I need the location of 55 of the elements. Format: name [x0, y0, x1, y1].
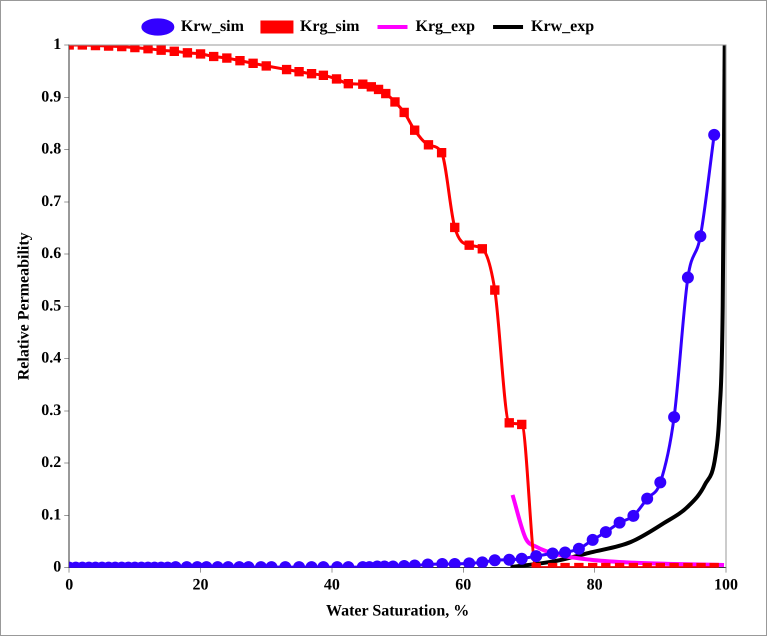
- y-tick-label: 0.4: [41, 350, 62, 367]
- x-axis-title: Water Saturation, %: [326, 602, 470, 620]
- legend-label: Krw_exp: [531, 18, 594, 36]
- point: [235, 56, 245, 66]
- x-tick-label: 60: [455, 576, 472, 594]
- y-tick-label: 0.3: [41, 402, 62, 419]
- y-axis-title: Relative Permeability: [16, 232, 33, 380]
- point: [490, 285, 500, 295]
- line-series: [508, 45, 726, 568]
- y-tick-label: 0.9: [41, 88, 62, 106]
- point: [209, 52, 218, 62]
- point: [424, 140, 434, 150]
- point: [410, 126, 420, 135]
- y-tick-label: 0.1: [41, 506, 62, 524]
- point: [332, 74, 342, 84]
- legend-label: Krg_exp: [416, 18, 476, 36]
- x-tick-label: 20: [192, 576, 209, 594]
- point: [306, 69, 316, 78]
- point: [143, 45, 153, 54]
- y-tick-label: 0.5: [41, 297, 62, 314]
- x-tick-label: 0: [65, 576, 74, 594]
- point: [170, 46, 179, 56]
- point: [450, 222, 460, 232]
- point: [318, 70, 328, 80]
- point: [381, 88, 390, 98]
- point: [130, 45, 140, 52]
- point: [478, 244, 488, 254]
- legend-label: Krw_sim: [180, 18, 245, 36]
- y-tick-label: 0: [53, 558, 62, 576]
- point: [182, 48, 192, 58]
- point: [436, 148, 446, 158]
- point: [156, 46, 166, 55]
- y-tick-label: 0.2: [41, 454, 62, 472]
- y-tick-label: 0.7: [41, 192, 62, 210]
- legend-label: Krg_sim: [300, 18, 360, 36]
- x-tick-label: 100: [714, 576, 738, 594]
- point: [399, 108, 409, 118]
- point: [222, 53, 232, 63]
- y-tick-label: 1: [53, 36, 62, 54]
- point: [196, 49, 206, 59]
- point: [374, 84, 384, 94]
- point: [464, 240, 474, 250]
- y-tick-label: 0.8: [41, 140, 62, 158]
- y-tick-label: 0.6: [41, 245, 62, 262]
- point: [248, 58, 258, 68]
- point: [294, 66, 304, 76]
- point: [282, 64, 292, 74]
- x-tick-label: 40: [324, 576, 340, 594]
- point: [344, 78, 354, 88]
- line-series: [510, 492, 726, 567]
- point: [366, 82, 376, 92]
- point: [390, 97, 400, 107]
- point: [358, 80, 368, 89]
- point: [262, 61, 271, 71]
- x-tick-label: 80: [586, 576, 603, 594]
